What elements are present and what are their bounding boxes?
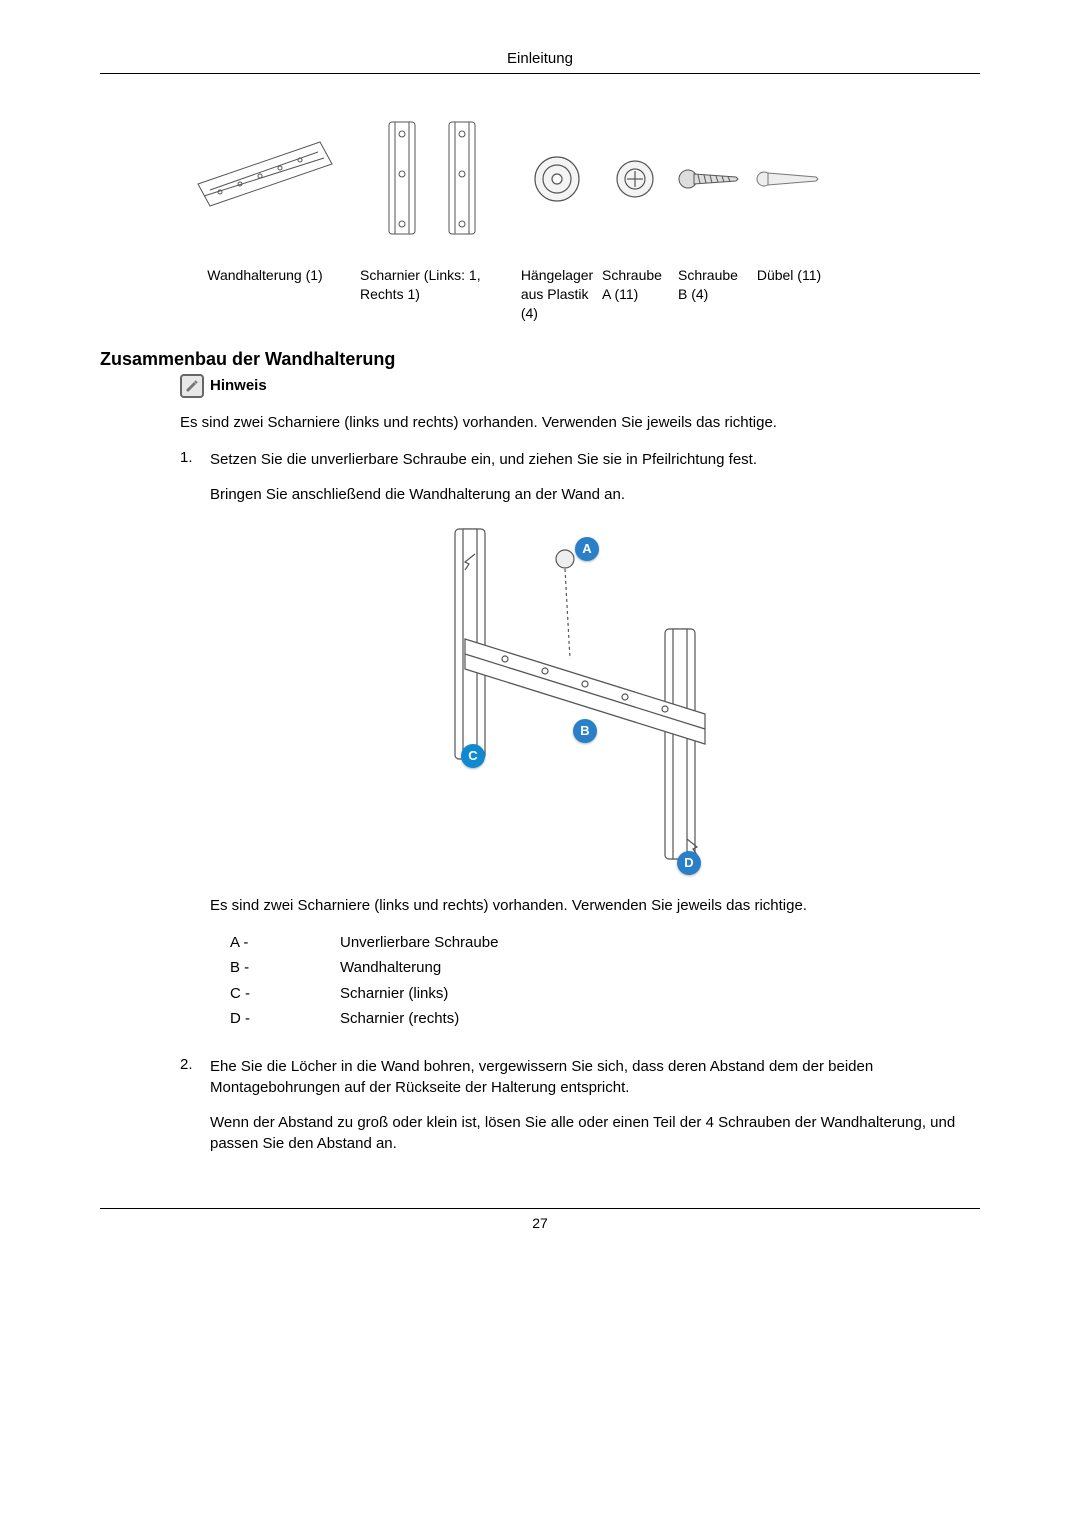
part-wallmount: Wandhalterung (1) — [180, 114, 350, 285]
legend-key-b: B - — [230, 955, 340, 981]
legend-val-b: Wandhalterung — [340, 955, 441, 981]
part-dowel: Dübel (11) — [754, 114, 824, 285]
part-hanger-label: Hängelager aus Plastik (4) — [521, 266, 593, 323]
legend-row-d: D - Scharnier (rechts) — [230, 1006, 980, 1032]
part-hinge: Scharnier (Links: 1, Rechts 1) — [360, 114, 512, 304]
intro-text: Es sind zwei Scharniere (links und recht… — [180, 412, 980, 433]
part-screw-a: Schraube A (11) — [602, 114, 668, 304]
assembly-diagram-box: A B C D — [405, 519, 785, 879]
assembly-diagram-svg — [405, 519, 785, 879]
legend-key-d: D - — [230, 1006, 340, 1032]
step-2-p1: Ehe Sie die Löcher in die Wand bohren, v… — [210, 1056, 980, 1098]
legend-val-c: Scharnier (links) — [340, 981, 448, 1007]
step-1: 1. Setzen Sie die unverlierbare Schraube… — [180, 449, 980, 1032]
part-hanger: Hängelager aus Plastik (4) — [522, 114, 592, 323]
legend-val-a: Unverlierbare Schraube — [340, 930, 498, 956]
legend-row-c: C - Scharnier (links) — [230, 981, 980, 1007]
step-2-number: 2. — [180, 1056, 210, 1168]
step-1-note: Es sind zwei Scharniere (links und recht… — [210, 895, 980, 916]
part-wallmount-image — [190, 114, 340, 244]
page-header-title: Einleitung — [100, 50, 980, 67]
callout-b: B — [573, 719, 597, 743]
part-hinge-image — [371, 114, 501, 244]
step-1-p2: Bringen Sie anschließend die Wandhalteru… — [210, 484, 980, 505]
step-2-p2: Wenn der Abstand zu groß oder klein ist,… — [210, 1112, 980, 1154]
step-1-number: 1. — [180, 449, 210, 1032]
callout-c: C — [461, 744, 485, 768]
legend-key-c: C - — [230, 981, 340, 1007]
footer-rule — [100, 1208, 980, 1209]
part-dowel-label: Dübel (11) — [757, 266, 821, 285]
part-screw-a-label: Schraube A (11) — [602, 266, 668, 304]
section-heading: Zusammenbau der Wandhalterung — [100, 349, 980, 370]
legend-key-a: A - — [230, 930, 340, 956]
legend-row-a: A - Unverlierbare Schraube — [230, 930, 980, 956]
part-screw-a-image — [607, 114, 663, 244]
part-wallmount-label: Wandhalterung (1) — [207, 266, 322, 285]
hinweis-label: Hinweis — [210, 377, 267, 394]
assembly-diagram: A B C D — [210, 519, 980, 879]
callout-d: D — [677, 851, 701, 875]
parts-row: Wandhalterung (1) — [180, 114, 1060, 323]
step-2-content: Ehe Sie die Löcher in die Wand bohren, v… — [210, 1056, 980, 1168]
callout-a: A — [575, 537, 599, 561]
step-2: 2. Ehe Sie die Löcher in die Wand bohren… — [180, 1056, 980, 1168]
part-screw-b-label: Schraube B (4) — [678, 266, 744, 304]
legend-row-b: B - Wandhalterung — [230, 955, 980, 981]
part-hinge-label: Scharnier (Links: 1, Rechts 1) — [360, 266, 512, 304]
legend-table: A - Unverlierbare Schraube B - Wandhalte… — [230, 930, 980, 1032]
header-rule — [100, 73, 980, 74]
part-screw-b-image — [676, 114, 746, 244]
part-screw-b: Schraube B (4) — [678, 114, 744, 304]
hinweis-row: Hinweis — [180, 374, 980, 398]
part-hanger-image — [529, 114, 585, 244]
step-1-content: Setzen Sie die unverlierbare Schraube ei… — [210, 449, 980, 1032]
page: Einleitung Wandhalterung (1) — [0, 0, 1080, 1527]
part-dowel-image — [754, 114, 824, 244]
legend-val-d: Scharnier (rechts) — [340, 1006, 459, 1032]
step-1-p1: Setzen Sie die unverlierbare Schraube ei… — [210, 449, 980, 470]
page-number: 27 — [100, 1215, 980, 1231]
note-icon — [180, 374, 204, 398]
